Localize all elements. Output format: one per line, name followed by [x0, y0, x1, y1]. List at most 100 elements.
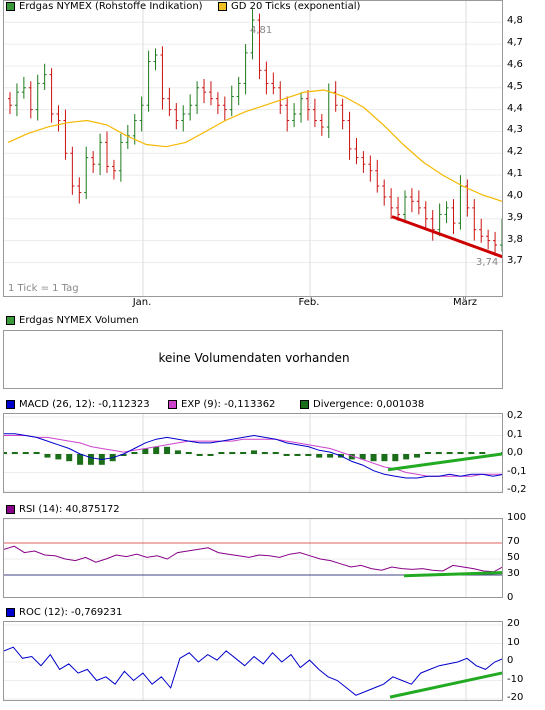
divergence-bar: [142, 448, 149, 454]
legend-label: RSI (14): 40,875172: [19, 504, 120, 515]
y-tick-label: 4,8: [507, 15, 523, 27]
macd-panel: [3, 413, 503, 493]
rsi-panel: [3, 518, 503, 598]
price-bar: [153, 48, 158, 71]
divergence-bar: [164, 446, 171, 454]
divergence-bar: [11, 452, 18, 454]
price-legend-1: Erdgas NYMEX (Rohstoffe Indikation): [6, 1, 203, 12]
trend-line-up: [403, 571, 502, 578]
y-tick-label: 0,2: [507, 410, 523, 421]
legend-swatch: [6, 608, 15, 617]
price-chart: [4, 1, 502, 296]
price-bar: [91, 151, 96, 173]
macd-line: [4, 433, 502, 479]
price-bar: [111, 159, 116, 180]
divergence-bar: [174, 450, 181, 454]
legend-label: EXP (9): -0,113362: [181, 399, 276, 410]
divergence-bar: [153, 446, 160, 454]
price-bar: [70, 146, 75, 195]
divergence-bar: [251, 450, 257, 454]
y-tick-label: 100: [507, 512, 527, 523]
x-label-feb: Feb.: [298, 297, 320, 308]
price-bar: [479, 218, 484, 243]
divergence-bar: [468, 452, 475, 454]
y-tick-label: -0,1: [507, 465, 527, 477]
price-bar: [444, 201, 449, 224]
divergence-bar: [4, 452, 7, 454]
y-tick-label: 4,0: [507, 189, 523, 201]
y-tick-label: 70: [507, 536, 520, 547]
y-tick-label: 10: [507, 636, 520, 648]
divergence-bar: [348, 454, 355, 460]
price-bar: [21, 76, 26, 99]
divergence-bar: [414, 454, 421, 458]
rsi-chart: [4, 519, 502, 597]
price-bar: [14, 83, 19, 117]
y-tick-label: 4,4: [507, 102, 523, 114]
divergence-bar: [218, 452, 225, 454]
high-label: 4,81: [250, 25, 273, 36]
y-tick-label: 20: [507, 618, 520, 629]
macd-legend-3: Divergence: 0,001038: [300, 399, 424, 410]
y-tick-label: 30: [507, 568, 520, 579]
divergence-bar: [457, 452, 464, 454]
divergence-bar: [22, 452, 29, 454]
divergence-bar: [229, 452, 236, 454]
roc-legend: ROC (12): -0,769231: [6, 607, 122, 618]
divergence-bar: [327, 454, 334, 458]
price-bar: [208, 81, 213, 106]
divergence-bar: [240, 452, 247, 454]
divergence-bar: [305, 454, 312, 456]
rsi-line: [4, 545, 502, 573]
price-bar: [333, 81, 338, 112]
y-tick-label: 4,7: [507, 37, 523, 49]
price-bar: [292, 103, 297, 128]
tick-note: 1 Tick = 1 Tag: [8, 283, 79, 294]
divergence-bar: [207, 454, 214, 456]
legend-label: GD 20 Ticks (exponential): [231, 1, 361, 12]
y-tick-label: 4,2: [507, 146, 523, 158]
exp-line: [4, 435, 502, 477]
price-bar: [396, 196, 401, 221]
volume-panel: keine Volumendaten vorhanden: [3, 330, 503, 389]
price-bar: [340, 98, 345, 130]
divergence-bar: [55, 454, 62, 460]
price-bar: [493, 231, 498, 256]
price-bar: [167, 87, 172, 117]
price-bar: [368, 155, 373, 182]
price-bar: [139, 96, 144, 132]
price-bar: [354, 138, 359, 165]
x-label-jan: Jan.: [132, 297, 152, 308]
divergence-bar: [283, 454, 290, 456]
legend-swatch: [6, 316, 15, 325]
price-bar: [160, 46, 165, 110]
price-bar: [236, 76, 241, 106]
divergence-bar: [131, 452, 138, 454]
price-bar: [195, 81, 200, 114]
y-tick-label: 0,0: [507, 447, 523, 458]
price-bar: [264, 61, 269, 95]
y-tick-label: 4,1: [507, 168, 523, 180]
divergence-bar: [272, 452, 279, 454]
price-bar: [250, 9, 255, 60]
legend-swatch: [168, 400, 177, 409]
y-tick-label: 4,6: [507, 58, 523, 70]
price-bar: [243, 44, 248, 95]
legend-label: Divergence: 0,001038: [313, 399, 425, 410]
divergence-bar: [435, 452, 442, 454]
price-bar: [382, 179, 387, 206]
divergence-bar: [261, 452, 268, 454]
price-bar: [215, 92, 220, 114]
y-tick-label: 4,5: [507, 80, 523, 92]
price-bar: [271, 72, 276, 95]
divergence-bar: [392, 454, 399, 462]
trend-line-up: [389, 671, 502, 699]
y-tick-label: 0: [507, 655, 514, 666]
trend-line-up: [387, 452, 502, 472]
y-tick-label: 0: [507, 592, 514, 603]
divergence-bar: [294, 454, 301, 456]
divergence-bar: [403, 454, 410, 460]
price-bar: [35, 74, 40, 121]
legend-label: MACD (26, 12): -0,112323: [19, 399, 150, 410]
divergence-bar: [370, 454, 377, 462]
